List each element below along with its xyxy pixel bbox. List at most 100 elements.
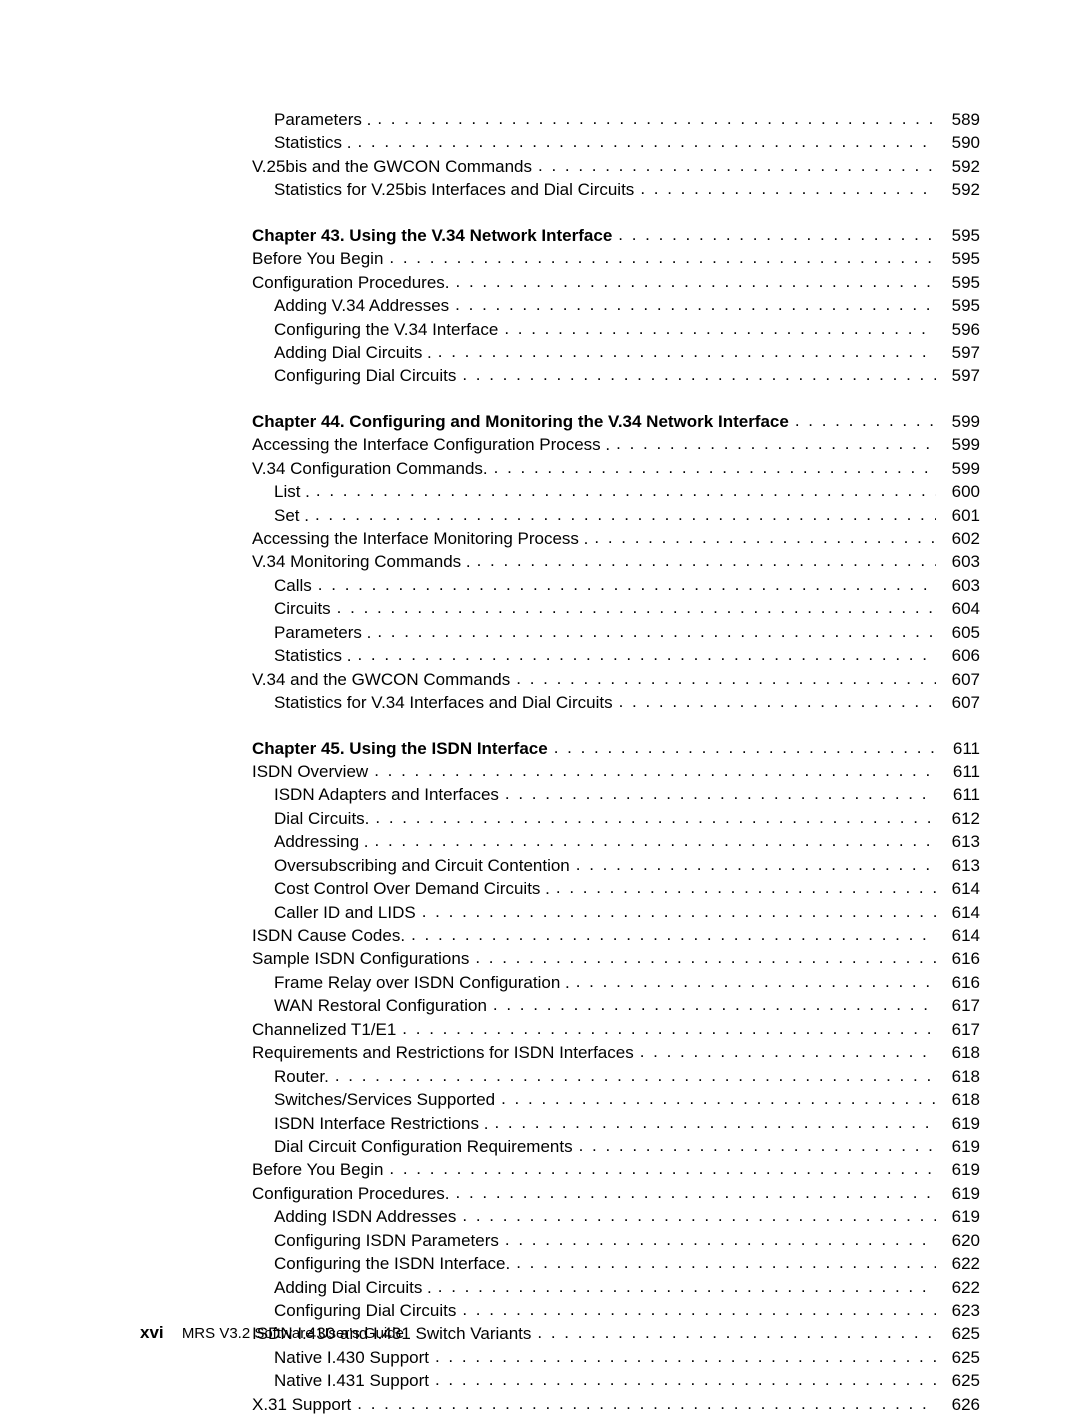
page-number-roman: xvi [140, 1323, 164, 1342]
toc-label: Before You Begin [252, 248, 389, 270]
toc-label: Parameters . [274, 622, 377, 644]
toc-label: Set . [274, 505, 315, 527]
dot-leaders [576, 971, 936, 988]
dot-leaders [422, 901, 936, 918]
toc-page-number: 618 [936, 1042, 980, 1064]
dot-leaders [537, 1322, 936, 1339]
toc-row: ISDN Overview 611 [252, 760, 980, 783]
toc-label: Circuits [274, 598, 337, 620]
dot-leaders [357, 131, 936, 148]
toc-row: Configuring the V.34 Interface 596 [274, 318, 980, 341]
table-of-contents: Parameters . 589Statistics . 590V.25bis … [252, 108, 980, 1416]
toc-label: ISDN Overview [252, 761, 374, 783]
toc-row: Configuring Dial Circuits 597 [274, 364, 980, 387]
toc-page-number: 619 [936, 1136, 980, 1158]
dot-leaders [616, 433, 936, 450]
section-gap [252, 202, 980, 224]
toc-row: Configuring ISDN Parameters 620 [274, 1229, 980, 1252]
toc-label: Dial Circuit Configuration Requirements [274, 1136, 579, 1158]
toc-label: Cost Control Over Demand Circuits . [274, 878, 556, 900]
dot-leaders [493, 994, 936, 1011]
toc-label: Adding Dial Circuits . [274, 1277, 438, 1299]
toc-page-number: 618 [936, 1089, 980, 1111]
dot-leaders [576, 854, 936, 871]
dot-leaders [377, 108, 936, 125]
toc-page-number: 599 [936, 434, 980, 456]
toc-label: Dial Circuits. [274, 808, 375, 830]
toc-page-number: 595 [936, 272, 980, 294]
toc-page-number: 619 [936, 1206, 980, 1228]
toc-row: Adding Dial Circuits . 622 [274, 1276, 980, 1299]
toc-row: Configuring Dial Circuits 623 [274, 1299, 980, 1322]
dot-leaders [618, 224, 936, 241]
dot-leaders [435, 1346, 936, 1363]
toc-page-number: 619 [936, 1183, 980, 1205]
toc-label: Statistics for V.34 Interfaces and Dial … [274, 692, 619, 714]
dot-leaders [456, 1182, 936, 1199]
toc-page-number: 625 [936, 1347, 980, 1369]
toc-row: Native I.430 Support 625 [274, 1346, 980, 1369]
dot-leaders [318, 574, 936, 591]
toc-label: V.34 Monitoring Commands . [252, 551, 477, 573]
toc-page-number: 612 [936, 808, 980, 830]
toc-label: Switches/Services Supported [274, 1089, 501, 1111]
page: Parameters . 589Statistics . 590V.25bis … [0, 0, 1080, 1397]
toc-page-number: 626 [936, 1394, 980, 1416]
dot-leaders [795, 410, 936, 427]
toc-row: Statistics for V.34 Interfaces and Dial … [274, 691, 980, 714]
toc-label: ISDN Cause Codes. [252, 925, 411, 947]
toc-page-number: 617 [936, 1019, 980, 1041]
dot-leaders [579, 1135, 936, 1152]
toc-page-number: 597 [936, 342, 980, 364]
toc-row: Accessing the Interface Monitoring Proce… [252, 527, 980, 550]
dot-leaders [494, 1112, 936, 1129]
toc-row: WAN Restoral Configuration 617 [274, 994, 980, 1017]
toc-label: Parameters . [274, 109, 377, 131]
toc-label: Chapter 44. Configuring and Monitoring t… [252, 411, 795, 433]
toc-row: V.34 and the GWCON Commands 607 [252, 668, 980, 691]
footer-text: MRS V3.2 Software User's Guide [182, 1325, 404, 1342]
toc-row: Statistics . 590 [274, 131, 980, 154]
toc-row: ISDN Cause Codes. 614 [252, 924, 980, 947]
dot-leaders [504, 318, 936, 335]
toc-label: Caller ID and LIDS [274, 902, 422, 924]
dot-leaders [594, 527, 936, 544]
dot-leaders [494, 457, 936, 474]
toc-row: Parameters . 589 [274, 108, 980, 131]
section-gap [252, 715, 980, 737]
toc-row: Switches/Services Supported 618 [274, 1088, 980, 1111]
toc-label: ISDN Adapters and Interfaces [274, 784, 505, 806]
toc-row: Adding Dial Circuits . 597 [274, 341, 980, 364]
toc-row: Cost Control Over Demand Circuits . 614 [274, 877, 980, 900]
toc-page-number: 619 [936, 1113, 980, 1135]
toc-row: Calls 603 [274, 574, 980, 597]
dot-leaders [462, 1205, 936, 1222]
toc-page-number: 605 [936, 622, 980, 644]
toc-label: Native I.431 Support [274, 1370, 435, 1392]
dot-leaders [335, 1065, 936, 1082]
toc-label: Configuring the ISDN Interface. [274, 1253, 516, 1275]
toc-label: Statistics . [274, 645, 357, 667]
toc-page-number: 604 [936, 598, 980, 620]
dot-leaders [357, 1393, 936, 1410]
toc-page-number: 590 [936, 132, 980, 154]
toc-label: Native I.430 Support [274, 1347, 435, 1369]
toc-page-number: 592 [936, 156, 980, 178]
toc-page-number: 595 [936, 248, 980, 270]
toc-row: Circuits 604 [274, 597, 980, 620]
toc-label: V.25bis and the GWCON Commands [252, 156, 538, 178]
toc-label: Oversubscribing and Circuit Contention [274, 855, 576, 877]
dot-leaders [554, 737, 936, 754]
toc-row: Channelized T1/E1 617 [252, 1018, 980, 1041]
toc-label: Before You Begin [252, 1159, 389, 1181]
toc-row: Configuration Procedures. 595 [252, 271, 980, 294]
toc-label: Accessing the Interface Monitoring Proce… [252, 528, 594, 550]
toc-label: Configuring the V.34 Interface [274, 319, 504, 341]
toc-page-number: 614 [936, 878, 980, 900]
toc-page-number: 623 [936, 1300, 980, 1322]
toc-row: Router. 618 [274, 1065, 980, 1088]
toc-row: Adding ISDN Addresses 619 [274, 1205, 980, 1228]
dot-leaders [375, 830, 937, 847]
toc-label: Configuring Dial Circuits [274, 1300, 462, 1322]
toc-row: V.25bis and the GWCON Commands 592 [252, 155, 980, 178]
